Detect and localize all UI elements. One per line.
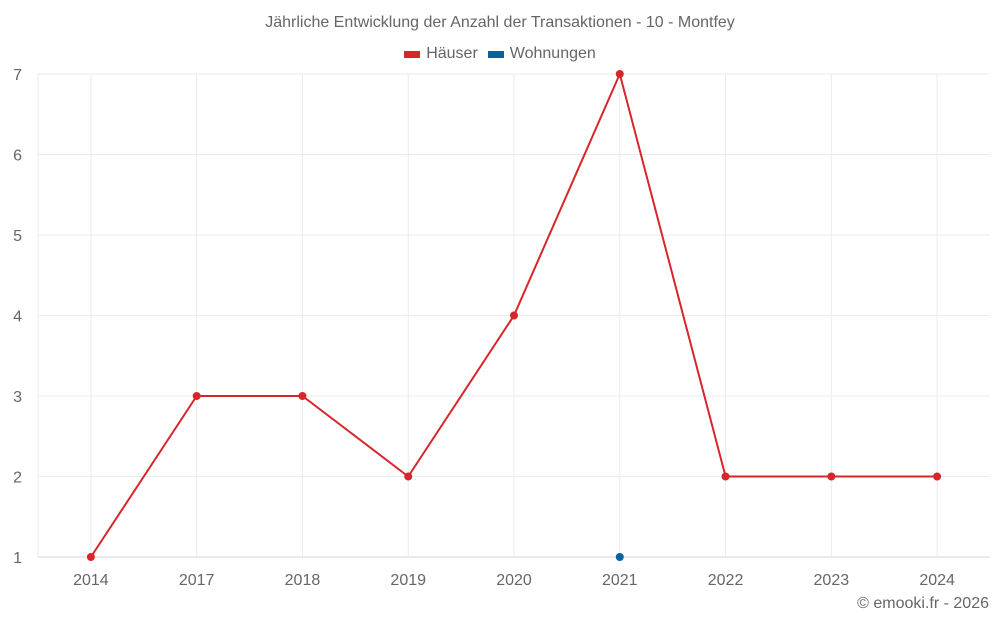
y-tick-label: 3 <box>13 389 22 406</box>
y-tick-label: 1 <box>13 550 22 567</box>
chart-title: Jährliche Entwicklung der Anzahl der Tra… <box>265 14 735 31</box>
y-tick-label: 6 <box>13 148 22 165</box>
legend-label: Wohnungen <box>509 45 596 62</box>
data-point-marker <box>298 392 307 400</box>
legend-swatch-icon <box>404 50 421 58</box>
data-point-marker <box>404 472 413 481</box>
x-tick-label: 2017 <box>179 572 215 589</box>
data-point-marker <box>192 392 201 400</box>
x-tick-label: 2020 <box>496 572 532 589</box>
data-point-marker <box>615 70 624 78</box>
x-tick-label: 2014 <box>73 572 109 589</box>
x-tick-label: 2019 <box>390 572 426 589</box>
x-tick-label: 2023 <box>814 572 850 589</box>
x-tick-label: 2022 <box>708 572 744 589</box>
legend-item-h-user[interactable]: Häuser <box>404 45 478 63</box>
data-point-marker <box>933 472 942 481</box>
x-tick-label: 2018 <box>285 572 321 589</box>
legend-label: Häuser <box>426 45 478 62</box>
legend-item-wohnungen[interactable]: Wohnungen <box>487 45 596 63</box>
data-point-marker <box>827 472 836 481</box>
data-point-marker <box>86 553 95 561</box>
data-point-marker <box>510 311 518 320</box>
x-tick-label: 2021 <box>602 572 638 589</box>
legend-swatch-icon <box>487 50 504 58</box>
chart-legend: Häuser Wohnungen <box>0 45 1000 63</box>
y-tick-label: 5 <box>13 228 22 245</box>
data-point-marker <box>721 472 730 481</box>
x-tick-label: 2024 <box>919 572 955 589</box>
y-tick-label: 2 <box>13 470 22 487</box>
data-point-marker <box>615 553 624 561</box>
y-tick-label: 4 <box>13 309 22 326</box>
y-tick-label: 7 <box>13 67 22 84</box>
copyright-credit: © emooki.fr - 2026 <box>857 595 989 612</box>
